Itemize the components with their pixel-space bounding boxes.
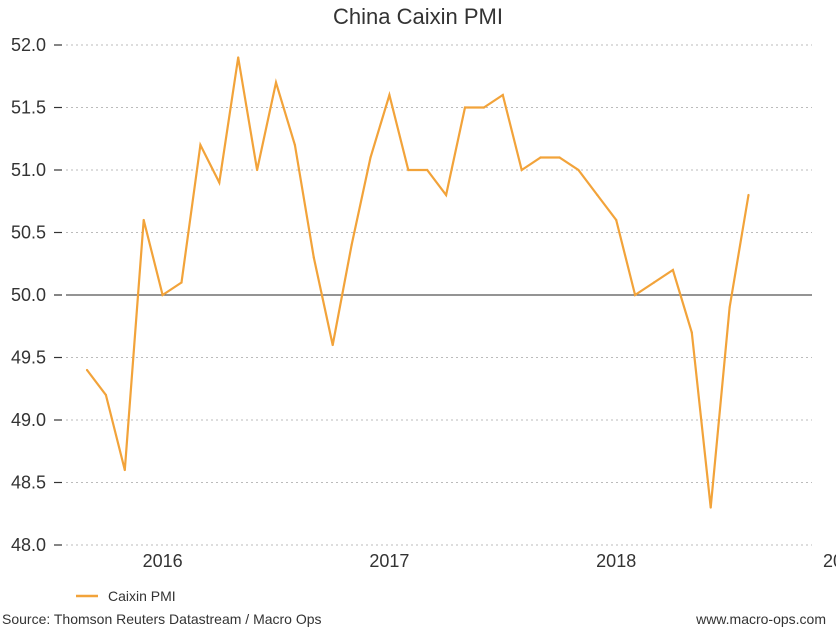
data-point xyxy=(331,343,334,347)
data-point xyxy=(312,256,315,259)
data-point xyxy=(104,393,107,397)
y-tick-label: 49.5 xyxy=(11,348,46,368)
data-point xyxy=(388,93,391,97)
data-point xyxy=(218,181,221,184)
y-tick-label: 52.0 xyxy=(11,35,46,55)
y-tick-label: 50.5 xyxy=(11,223,46,243)
data-point xyxy=(671,268,675,272)
data-point xyxy=(180,281,183,284)
website-text: www.macro-ops.com xyxy=(695,611,826,627)
x-axis-ticks: 2016 2017 2018 2019 xyxy=(143,551,836,571)
data-point xyxy=(596,193,599,197)
y-tick-label: 49.0 xyxy=(11,410,46,430)
data-points xyxy=(85,56,750,509)
data-point xyxy=(558,156,561,159)
data-point xyxy=(407,168,410,172)
source-text: Source: Thomson Reuters Datastream / Mac… xyxy=(2,611,322,627)
x-tick-label: 2016 xyxy=(143,551,183,571)
data-point xyxy=(709,506,712,509)
data-point xyxy=(520,168,523,172)
data-point xyxy=(426,168,429,172)
data-point xyxy=(142,218,145,222)
legend-label: Caixin PMI xyxy=(108,588,176,604)
data-point xyxy=(539,156,542,159)
data-point xyxy=(199,143,202,147)
data-point xyxy=(615,218,618,222)
y-tick-label: 51.0 xyxy=(11,160,46,180)
chart-title: China Caixin PMI xyxy=(333,4,503,29)
data-point xyxy=(256,168,259,172)
data-point xyxy=(482,106,485,109)
x-tick-label: 2019 xyxy=(823,551,836,571)
series-line-caixin-pmi xyxy=(86,57,750,508)
data-point xyxy=(577,168,580,172)
y-axis-ticks: 52.0 51.5 51.0 50.5 50.0 49.5 49.0 48.5 48.0 xyxy=(11,35,62,555)
x-tick-label: 2018 xyxy=(596,551,636,571)
data-point xyxy=(274,81,278,84)
y-tick-label: 48.0 xyxy=(11,535,46,555)
data-point xyxy=(369,156,372,159)
data-point xyxy=(728,306,731,309)
data-point xyxy=(634,293,637,297)
data-point xyxy=(237,56,240,59)
data-point xyxy=(690,331,693,334)
data-point xyxy=(463,106,467,109)
y-tick-label: 50.0 xyxy=(11,285,46,305)
data-point xyxy=(747,193,750,197)
y-tick-label: 51.5 xyxy=(11,98,46,118)
data-point xyxy=(652,281,656,284)
y-tick-label: 48.5 xyxy=(11,473,46,493)
data-point xyxy=(445,193,448,197)
x-tick-label: 2017 xyxy=(369,551,409,571)
grid-lines xyxy=(66,44,812,546)
data-point xyxy=(293,143,296,147)
data-point xyxy=(123,468,126,472)
data-point xyxy=(350,243,353,247)
legend: Caixin PMI xyxy=(76,588,176,604)
data-point xyxy=(501,93,504,97)
data-point xyxy=(85,368,89,372)
data-point xyxy=(161,293,164,297)
